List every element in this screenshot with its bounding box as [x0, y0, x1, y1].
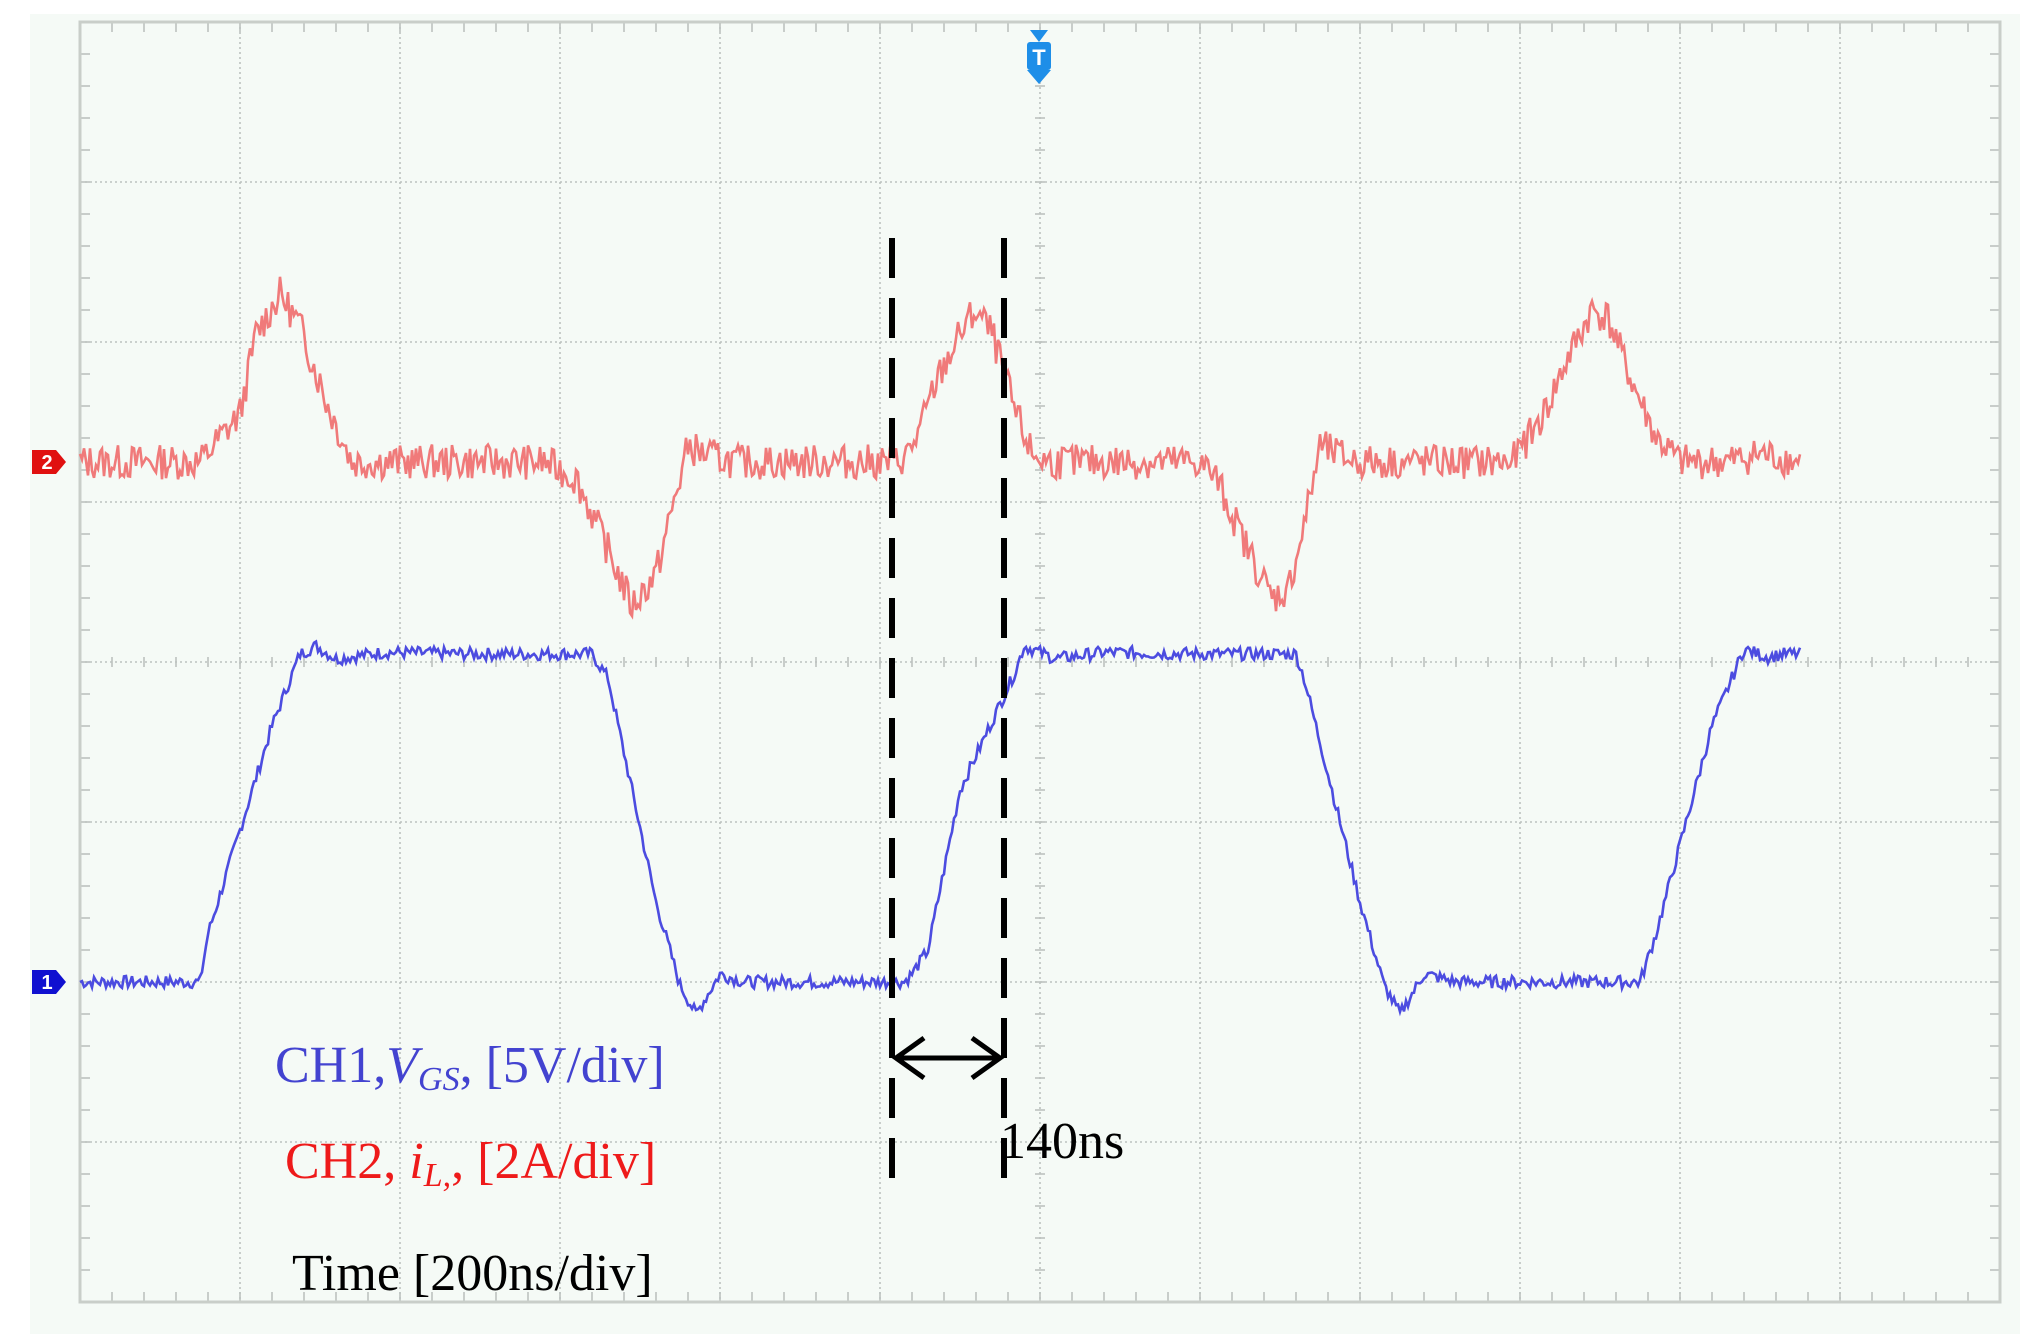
ch2-label-prefix: CH2,	[285, 1133, 396, 1190]
ch2-label-sub: L,	[423, 1157, 451, 1194]
ch1-ground-marker: 1	[32, 970, 66, 994]
grid-ticks	[79, 21, 2001, 1303]
ch2-ground-marker: 2	[32, 450, 66, 474]
ch1-trace	[79, 639, 1802, 1017]
ch2-label-var: i	[409, 1133, 423, 1190]
ch1-marker-label: 1	[41, 972, 52, 994]
ch1-label-suffix: , [5V/div]	[460, 1037, 665, 1094]
plot-border	[78, 20, 2002, 1304]
measurement-cursors	[889, 238, 1007, 1182]
ch1-label-var: V	[386, 1037, 423, 1094]
ch2-trace	[78, 276, 1802, 620]
measurement-label: 140ns	[1000, 1113, 1124, 1170]
measurement-arrow	[891, 1035, 1005, 1081]
ch1-label-sub: GS	[418, 1061, 460, 1098]
trigger-marker: T	[1027, 30, 1051, 84]
trigger-label: T	[1032, 45, 1046, 70]
time-scale-label: Time [200ns/div]	[292, 1245, 653, 1302]
ch1-label: CH1,VGS, [5V/div]	[275, 1037, 665, 1098]
ch2-marker-label: 2	[41, 452, 52, 474]
ch2-label: CH2, iL,, [2A/div]	[285, 1133, 656, 1194]
ch1-label-prefix: CH1,	[275, 1037, 386, 1094]
ch2-label-suffix: , [2A/div]	[451, 1133, 656, 1190]
plot-background	[30, 14, 2020, 1334]
